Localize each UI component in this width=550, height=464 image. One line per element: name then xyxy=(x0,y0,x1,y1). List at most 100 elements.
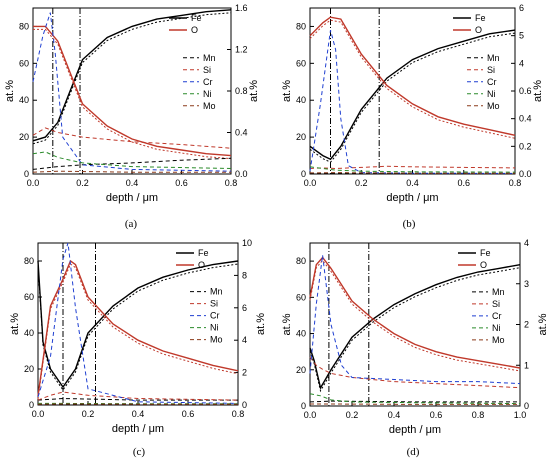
legend-label-fe: Fe xyxy=(198,248,209,258)
y-left-tick-label: 60 xyxy=(296,292,306,302)
series-fit-fe xyxy=(309,32,516,163)
y-right-tick-label: 6 xyxy=(242,303,247,313)
series-line-mo xyxy=(32,170,231,173)
series-line-cr xyxy=(309,255,521,385)
x-tick-label: 0.4 xyxy=(388,410,401,420)
series-line-mo xyxy=(309,172,515,174)
series-line-si xyxy=(309,165,516,170)
series-line-cr xyxy=(37,242,239,404)
y-right-axis-label: at.% xyxy=(537,313,549,335)
x-tick-label: 0.4 xyxy=(126,178,139,188)
x-tick-label: 0.2 xyxy=(355,178,368,188)
x-axis-label: depth / μm xyxy=(386,192,438,204)
series-line-fe xyxy=(32,9,232,142)
x-tick-label: 1.0 xyxy=(514,410,527,420)
y-right-tick-label: 6 xyxy=(519,3,524,13)
y-left-tick-label: 20 xyxy=(19,132,29,142)
y-right-tick-label: 3 xyxy=(524,279,529,289)
x-axis-label: depth / μm xyxy=(112,423,164,435)
series-fit-fe xyxy=(32,12,232,145)
x-tick-label: 0.0 xyxy=(304,410,317,420)
legend-label-ni: Ni xyxy=(203,89,212,99)
panel-caption: (b) xyxy=(403,218,416,230)
legend-label-ni: Ni xyxy=(492,323,501,333)
y-left-tick-label: 0 xyxy=(24,169,29,179)
y-left-tick-label: 0 xyxy=(29,400,34,410)
x-tick-label: 0.2 xyxy=(82,409,95,419)
series-fit-o xyxy=(309,19,516,139)
y-left-tick-label: 0 xyxy=(301,169,306,179)
legend-label-fe: Fe xyxy=(480,248,491,258)
legend-label-mo: Mo xyxy=(487,101,500,111)
y-right-tick-label: 5 xyxy=(519,31,524,41)
plot-frame xyxy=(32,7,232,175)
series-line-ni xyxy=(309,393,521,405)
legend-label-o: O xyxy=(198,260,205,270)
legend-label-si: Si xyxy=(203,65,211,75)
series-line-o xyxy=(309,256,521,369)
plot-frame xyxy=(309,242,521,407)
series-fit-fe xyxy=(309,267,521,393)
series-line-ni xyxy=(309,166,516,173)
y-right-tick-label: 0.6 xyxy=(519,86,532,96)
legend-label-mo: Mo xyxy=(210,335,223,345)
x-tick-label: 0.8 xyxy=(232,409,245,419)
y-left-tick-label: 40 xyxy=(24,328,34,338)
y-right-axis-label: at.% xyxy=(532,80,544,102)
y-right-tick-label: 0.8 xyxy=(235,86,248,96)
chart-panel-2: 0.0 0.2 0.4 0.6 0.8 0 20 40 60 80 0.0 0.2 0.4 0.6 4 5 6 d… xyxy=(281,3,544,230)
legend-label-o: O xyxy=(480,260,487,270)
legend-label-mn: Mn xyxy=(492,287,505,297)
panel-caption: (c) xyxy=(133,446,146,458)
y-left-tick-label: 40 xyxy=(296,95,306,105)
legend-label-mo: Mo xyxy=(492,335,505,345)
y-left-tick-label: 20 xyxy=(24,364,34,374)
y-left-tick-label: 20 xyxy=(296,132,306,142)
series-line-cr xyxy=(32,12,232,172)
y-right-tick-label: 4 xyxy=(524,238,529,248)
y-left-tick-label: 80 xyxy=(24,256,34,266)
y-left-tick-label: 40 xyxy=(19,95,29,105)
x-tick-label: 0.2 xyxy=(76,178,89,188)
x-tick-label: 0.8 xyxy=(225,178,238,188)
legend-label-cr: Cr xyxy=(487,77,497,87)
legend-label-mo: Mo xyxy=(203,101,216,111)
legend-label-si: Si xyxy=(487,65,495,75)
legend-label-si: Si xyxy=(210,299,218,309)
x-tick-label: 0.6 xyxy=(457,178,470,188)
y-left-tick-label: 20 xyxy=(296,365,306,375)
series-line-cr xyxy=(309,29,516,174)
x-tick-label: 0.0 xyxy=(304,178,317,188)
panel-caption: (a) xyxy=(125,218,138,230)
legend-label-si: Si xyxy=(492,299,500,309)
y-right-tick-label: 1 xyxy=(524,360,529,370)
y-right-tick-label: 1.2 xyxy=(235,45,248,55)
legend-label-o: O xyxy=(475,25,482,35)
series-line-fe xyxy=(309,29,516,161)
y-right-tick-label: 2 xyxy=(524,320,529,330)
y-left-tick-label: 80 xyxy=(296,21,306,31)
legend-label-fe: Fe xyxy=(475,13,486,23)
y-right-tick-label: 4 xyxy=(242,335,247,345)
series-line-si xyxy=(37,391,239,401)
x-tick-label: 0.4 xyxy=(132,409,145,419)
legend-label-mn: Mn xyxy=(203,53,216,63)
series-line-si xyxy=(309,356,521,389)
x-tick-label: 0.6 xyxy=(430,410,443,420)
x-tick-label: 0.0 xyxy=(27,178,40,188)
series-line-o xyxy=(33,25,232,157)
y-left-tick-label: 60 xyxy=(24,292,34,302)
legend-label-o: O xyxy=(191,25,198,35)
series-line-si xyxy=(32,127,232,149)
y-right-tick-label: 0.4 xyxy=(235,128,248,138)
legend-label-mn: Mn xyxy=(487,53,500,63)
series-line-mn xyxy=(32,157,232,170)
series-line-fe xyxy=(37,260,239,389)
y-left-tick-label: 80 xyxy=(19,21,29,31)
y-right-tick-label: 0.2 xyxy=(519,141,532,151)
series-line-fe xyxy=(309,264,521,390)
series-fit-fe xyxy=(37,263,239,391)
legend-label-cr: Cr xyxy=(203,77,213,87)
series-line-ni xyxy=(32,151,232,169)
